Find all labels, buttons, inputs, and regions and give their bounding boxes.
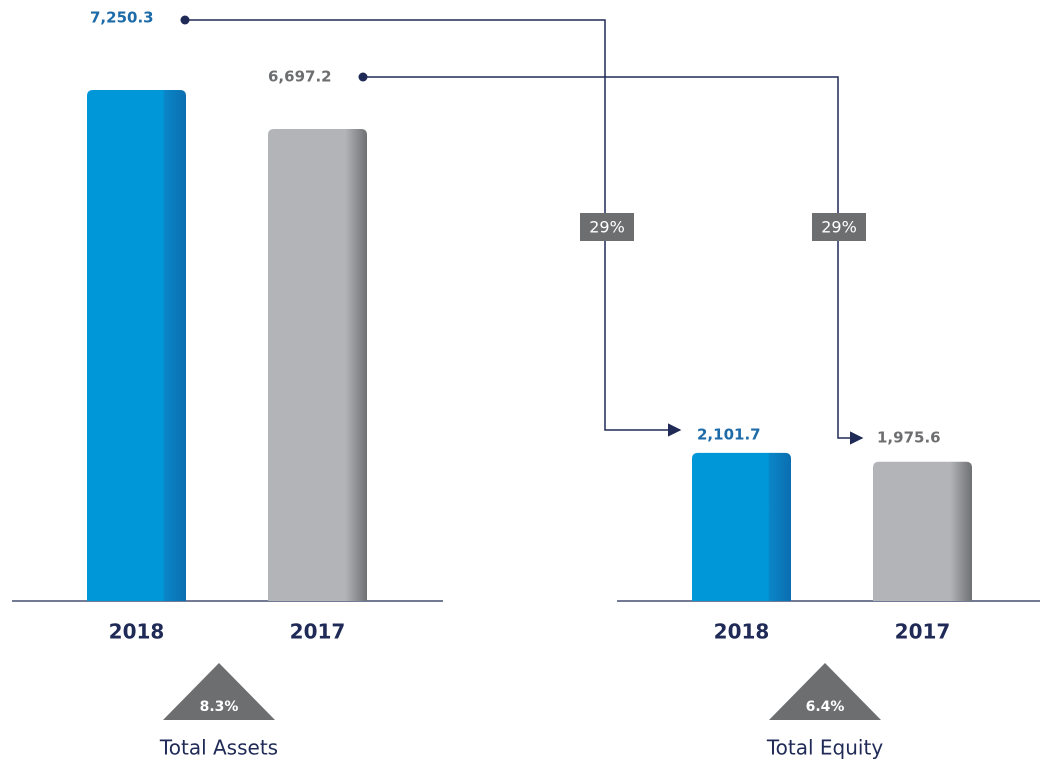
connector bbox=[363, 76, 864, 445]
ratio-box bbox=[812, 213, 866, 241]
value-label: 2,101.7 bbox=[697, 426, 761, 444]
chart-title: Total Assets bbox=[159, 736, 278, 760]
growth-label: 8.3% bbox=[200, 699, 239, 715]
x-tick-label: 2018 bbox=[714, 620, 770, 644]
bar bbox=[692, 452, 791, 601]
value-label: 6,697.2 bbox=[268, 68, 332, 86]
growth-label: 6.4% bbox=[806, 699, 845, 715]
value-label: 7,250.3 bbox=[90, 9, 154, 27]
value-label: 1,975.6 bbox=[877, 429, 941, 447]
x-tick-label: 2017 bbox=[895, 620, 951, 644]
x-tick-label: 2017 bbox=[290, 620, 346, 644]
bar bbox=[268, 128, 367, 601]
ratio-label: 29% bbox=[821, 218, 857, 237]
chart-title: Total Equity bbox=[766, 736, 883, 760]
x-tick-label: 2018 bbox=[109, 620, 165, 644]
ratio-label: 29% bbox=[589, 218, 625, 237]
ratio-box bbox=[580, 213, 634, 241]
growth-badge bbox=[163, 663, 275, 720]
bar bbox=[873, 461, 972, 601]
growth-badge bbox=[769, 663, 881, 720]
connector-dot bbox=[180, 15, 190, 25]
connector-dot bbox=[358, 72, 368, 82]
bar bbox=[87, 90, 186, 601]
